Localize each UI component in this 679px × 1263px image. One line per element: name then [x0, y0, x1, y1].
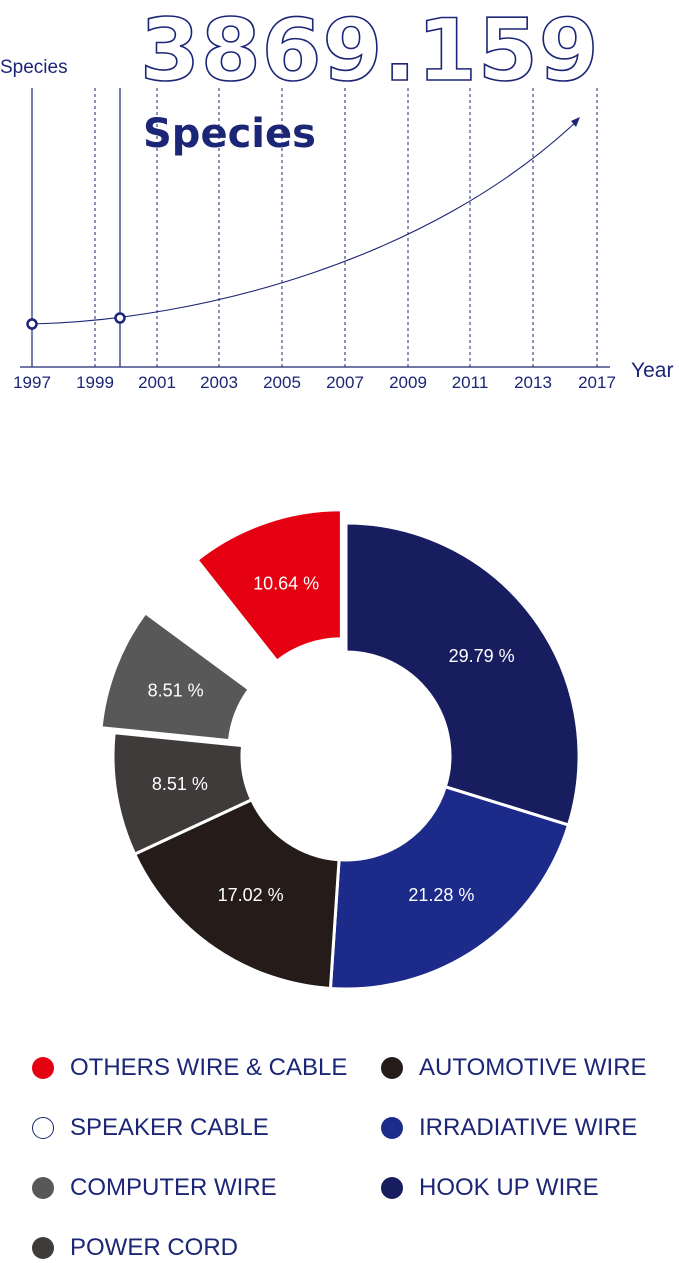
slice-label-computer-wire: 8.51 %: [148, 680, 204, 700]
legend-label: COMPUTER WIRE: [70, 1174, 277, 1201]
trend-line: [31, 119, 579, 325]
slice-others-wire-cable: [194, 508, 343, 664]
legend-item-others-wire-cable: OTHERS WIRE & CABLE: [32, 1053, 347, 1083]
slice-computer-wire: [99, 610, 252, 743]
slice-label-hook-up-wire: 29.79 %: [449, 646, 515, 666]
legend-item-power-cord: POWER CORD: [32, 1233, 238, 1263]
x-tick-2013: 2013: [514, 373, 552, 392]
x-tick-labels: 1997 1999 2001 2003 2005 2007 2009 2011 2013 2017: [13, 373, 616, 392]
legend-item-irradiative-wire: IRRADIATIVE WIRE: [381, 1113, 637, 1143]
legend-label: IRRADIATIVE WIRE: [419, 1114, 638, 1141]
legend-item-computer-wire: COMPUTER WIRE: [32, 1173, 277, 1203]
legend-label: AUTOMOTIVE WIRE: [419, 1054, 647, 1081]
y-axis-label: Species: [0, 57, 68, 78]
x-tick-2007: 2007: [326, 373, 364, 392]
slice-automotive-wire: [132, 797, 341, 991]
x-tick-2003: 2003: [200, 373, 238, 392]
donut-labels: 29.79 % 21.28 % 17.02 % 8.51 % 8.51 % 4.26 % 1…: [148, 574, 515, 905]
legend-swatch: [32, 1117, 54, 1139]
legend-item-speaker-cable: SPEAKER CABLE: [32, 1113, 269, 1143]
x-axis-label: Year: [631, 359, 673, 382]
x-tick-2001: 2001: [138, 373, 176, 392]
grid-lines: [94, 88, 598, 367]
slice-label-power-cord: 8.51 %: [152, 774, 208, 794]
x-tick-1999: 1999: [76, 373, 114, 392]
donut-slices: [99, 508, 581, 991]
slice-label-others-wire-cable: 10.64 %: [253, 574, 319, 594]
data-point-2000: [114, 312, 126, 324]
donut-chart: 29.79 % 21.28 % 17.02 % 8.51 % 8.51 % 4.26 % 1…: [99, 508, 581, 991]
slice-label-irradiative-wire: 21.28 %: [408, 885, 474, 905]
big-value: 3869.159: [140, 1, 600, 101]
legend: OTHERS WIRE & CABLE AUTOMOTIVE WIRE SPEAKE…: [0, 1040, 679, 1261]
legend-label: POWER CORD: [70, 1234, 238, 1261]
legend-item-automotive-wire: AUTOMOTIVE WIRE: [381, 1053, 647, 1083]
legend-label: HOOK UP WIRE: [419, 1174, 599, 1201]
legend-swatch: [381, 1117, 403, 1139]
legend-swatch: [381, 1177, 403, 1199]
x-tick-2009: 2009: [389, 373, 427, 392]
x-tick-2011: 2011: [452, 373, 489, 392]
slice-hook-up-wire: [344, 521, 581, 827]
slice-label-speaker-cable: 4.26 %: [187, 619, 243, 639]
legend-label: OTHERS WIRE & CABLE: [70, 1054, 348, 1081]
legend-swatch: [32, 1237, 54, 1259]
slice-power-cord: [111, 731, 254, 857]
legend-swatch: [381, 1057, 403, 1079]
x-tick-1997: 1997: [13, 373, 51, 392]
slice-speaker-cable: [146, 561, 274, 687]
trend-arrow-head: [571, 117, 580, 127]
legend-label: SPEAKER CABLE: [70, 1114, 269, 1141]
line-chart: 3869.159 Species Species Year 1997 1999 20…: [0, 0, 673, 392]
big-label: Species: [143, 111, 316, 157]
legend-swatch: [32, 1057, 54, 1079]
x-tick-2005: 2005: [263, 373, 301, 392]
slice-irradiative-wire: [328, 784, 571, 991]
slice-label-automotive-wire: 17.02 %: [218, 885, 284, 905]
legend-item-hook-up-wire: HOOK UP WIRE: [381, 1173, 599, 1203]
x-tick-2017: 2017: [578, 373, 616, 392]
legend-swatch: [32, 1177, 54, 1199]
data-point-1997: [26, 318, 38, 330]
